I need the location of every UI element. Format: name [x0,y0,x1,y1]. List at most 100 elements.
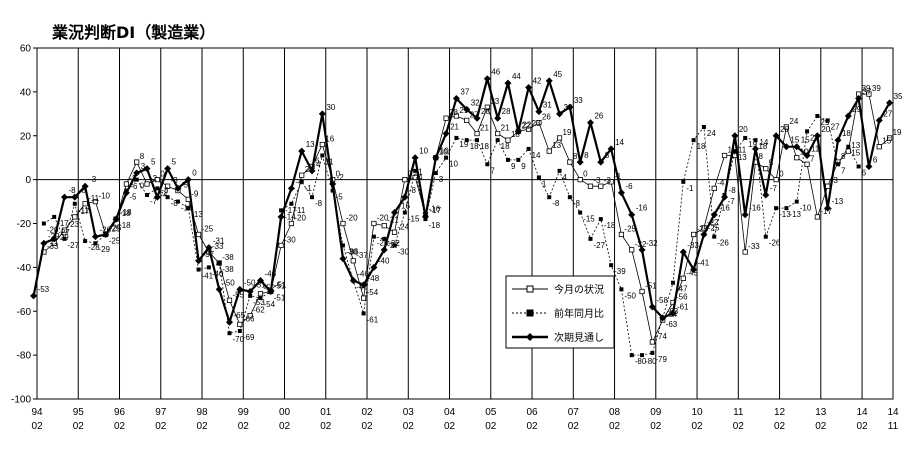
data-label: -3 [89,175,97,184]
x-tick-year: 95 [73,407,85,418]
data-label: 7 [490,166,495,175]
data-label: 21 [501,124,510,133]
data-label: 0 [408,170,413,179]
y-tick-label: -80 [17,351,32,362]
data-label: -50 [223,278,235,287]
x-tick-month: 02 [361,421,373,432]
data-label: -58 [656,296,668,305]
x-tick-month: 02 [444,421,456,432]
data-point [732,149,737,154]
data-label: -8 [171,199,179,208]
data-label: -26 [99,226,111,235]
data-label: 37 [460,87,469,96]
data-point [494,114,502,122]
data-point [815,114,820,119]
data-point [556,110,564,118]
data-label: 10 [419,147,428,156]
data-point [411,154,419,162]
data-label: -3 [171,176,179,185]
y-tick-label: 60 [20,44,32,55]
data-label: 18 [470,142,479,151]
data-point [61,193,69,201]
data-point [712,234,717,239]
data-label: 22 [810,133,819,142]
data-point [536,119,542,126]
data-point [753,138,758,143]
x-tick-year: 09 [650,407,662,418]
data-point [794,199,799,204]
data-point [91,233,99,241]
data-point [629,353,634,358]
data-label: 13 [738,153,747,162]
data-label: -29 [48,232,60,241]
data-label: 6 [862,168,867,177]
data-label: 1 [418,167,423,176]
x-tick-month: 02 [403,421,415,432]
y-tick-label: 40 [20,87,32,98]
data-label: 14 [532,151,541,160]
data-label: 0 [779,170,784,179]
data-point [608,179,614,185]
data-label: 10 [439,148,448,157]
data-label: 19 [893,128,902,137]
data-label: -20 [377,214,389,223]
data-label: -55 [233,290,245,299]
data-label: -20 [346,214,358,223]
data-label: -2 [129,174,137,183]
data-label: -25 [110,223,122,232]
data-point [628,211,636,219]
data-point [122,189,130,197]
data-label: 8 [573,152,578,161]
data-label: -7 [770,184,778,193]
x-tick-year: 05 [485,407,497,418]
data-label: -66 [243,314,255,323]
data-label: -3 [831,176,839,185]
data-label: 24 [789,117,798,126]
data-label: -54 [367,288,379,297]
data-point [711,185,717,191]
data-point [648,303,656,311]
data-label: 8 [140,152,145,161]
data-label: -10 [98,192,110,201]
data-label: 10 [800,148,809,157]
data-point [83,239,88,244]
data-point [846,144,851,149]
data-point [690,266,698,274]
data-point [299,179,304,184]
data-label: -37 [203,250,215,259]
data-label: -33 [687,241,699,250]
data-label: -46 [356,283,368,292]
data-point [30,292,38,300]
data-label: -17 [429,206,441,215]
data-point [557,168,562,173]
data-point [133,169,141,177]
data-label: 30 [326,103,335,112]
x-tick-month: 02 [279,421,291,432]
data-point [700,230,708,238]
data-point [875,116,883,124]
data-point [464,117,470,123]
data-label: 21 [450,123,459,132]
data-label: -4 [295,177,303,186]
data-label: 7 [841,166,846,175]
x-tick-month: 02 [485,421,497,432]
data-label: -6 [130,182,138,191]
data-point [206,265,211,270]
data-point [41,221,46,226]
data-point [742,249,748,255]
data-point [474,130,480,137]
data-label: -36 [347,248,359,257]
legend-label-1: 前年同月比 [554,307,604,320]
data-label: 8 [584,151,589,160]
data-point [257,291,264,297]
data-point [856,164,861,169]
x-tick-year: 10 [691,407,703,418]
data-label: -30 [284,235,296,244]
data-point [153,193,161,201]
data-label: -38 [222,265,234,274]
data-point [320,153,325,158]
data-point [453,113,460,119]
data-label: 13 [851,141,860,150]
x-tick-month: 02 [609,421,621,432]
data-point [680,275,686,281]
